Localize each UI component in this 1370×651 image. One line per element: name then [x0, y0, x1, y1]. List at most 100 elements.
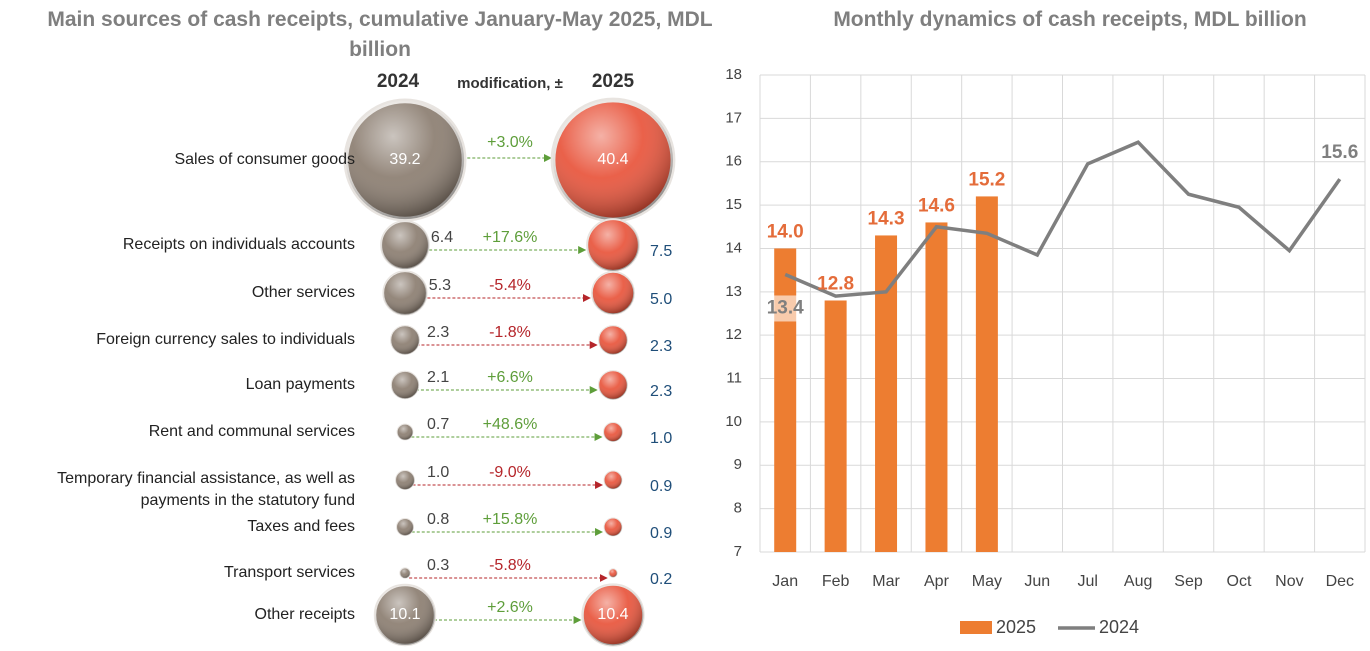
category-label: Other services [251, 284, 355, 301]
bubble-shine [381, 221, 429, 269]
x-tick-label: Jul [1077, 573, 1097, 590]
data-label: 15.2 [968, 169, 1005, 190]
x-tick-label: Dec [1326, 573, 1354, 590]
value-label: 2.3 [650, 338, 672, 355]
value-label: 40.4 [597, 151, 628, 168]
right-title: Monthly dynamics of cash receipts, MDL b… [833, 8, 1307, 31]
legend-label: 2025 [996, 617, 1036, 637]
bubble-shine [397, 424, 413, 440]
value-label: 0.9 [650, 478, 672, 495]
y-tick-label: 14 [725, 239, 742, 256]
category-label: Foreign currency sales to individuals [96, 331, 355, 348]
value-label: 5.0 [650, 291, 672, 308]
value-label: 0.8 [427, 511, 449, 528]
y-tick-label: 13 [725, 283, 742, 300]
category-label: Receipts on individuals accounts [122, 236, 355, 253]
bubble-shine [604, 518, 622, 536]
value-label: 39.2 [389, 151, 420, 168]
category-label: Sales of consumer goods [174, 151, 355, 168]
change-label: +17.6% [483, 229, 538, 246]
legend-label: 2024 [1099, 617, 1139, 637]
header-change: modification, ± [457, 75, 563, 92]
value-label: 0.2 [650, 571, 672, 588]
x-tick-label: Jun [1024, 573, 1050, 590]
data-label: 14.0 [767, 221, 804, 242]
bubble-shine [390, 325, 420, 355]
value-label: 5.3 [429, 277, 451, 294]
bar [925, 222, 948, 552]
x-tick-label: Jan [772, 573, 798, 590]
y-tick-label: 12 [725, 326, 742, 343]
y-tick-label: 7 [734, 543, 742, 560]
label-box [763, 295, 808, 322]
category-label: Transport services [224, 564, 355, 581]
change-label: +48.6% [483, 416, 538, 433]
data-label: 12.8 [817, 274, 854, 295]
value-label: 2.3 [650, 383, 672, 400]
change-label: -5.4% [489, 277, 531, 294]
value-label: 2.3 [427, 324, 449, 341]
value-label: 0.3 [427, 557, 449, 574]
category-label: Temporary financial assistance, as well … [57, 470, 355, 509]
data-label: 13.4 [767, 297, 804, 318]
value-label: 7.5 [650, 243, 672, 260]
y-tick-label: 18 [725, 66, 742, 83]
y-tick-label: 15 [725, 196, 742, 213]
y-tick-label: 10 [725, 413, 742, 430]
bubble-shine [399, 567, 411, 579]
data-label: 14.6 [918, 195, 955, 216]
bubble-shine [591, 271, 635, 315]
change-label: +3.0% [487, 134, 533, 151]
bubble-shine [598, 325, 628, 355]
x-tick-label: Sep [1174, 573, 1203, 590]
change-label: -1.8% [489, 324, 531, 341]
bubble-shine [383, 271, 427, 315]
bubble-shine [345, 100, 465, 220]
legend-swatch [960, 621, 992, 634]
bubble-shine [587, 219, 639, 271]
y-tick-label: 8 [734, 500, 742, 517]
bar [875, 235, 898, 553]
y-tick-label: 11 [726, 370, 742, 387]
header-2025: 2025 [592, 71, 635, 92]
x-tick-label: Nov [1275, 573, 1303, 590]
bubble-shine [395, 470, 415, 490]
bubble-shine [553, 100, 673, 220]
x-tick-label: May [972, 573, 1002, 590]
bubble-shine [396, 518, 414, 536]
y-tick-label: 16 [725, 153, 742, 170]
left-title: Main sources of cash receipts, cumulativ… [47, 8, 713, 61]
bubble-shine [598, 370, 628, 400]
y-tick-label: 17 [725, 109, 742, 126]
bar [975, 196, 998, 552]
change-label: -9.0% [489, 464, 531, 481]
x-tick-label: Apr [924, 573, 950, 590]
x-tick-label: Feb [822, 573, 850, 590]
y-tick-label: 9 [734, 456, 742, 473]
bubble-shine [375, 585, 435, 645]
value-label: 10.1 [389, 606, 420, 623]
value-label: 1.0 [427, 464, 449, 481]
bar [774, 248, 797, 553]
bubble-shine [391, 371, 419, 399]
category-label: Loan payments [245, 376, 355, 393]
line [784, 140, 1342, 298]
value-label: 10.4 [597, 606, 628, 623]
bubble-shine [603, 422, 623, 442]
value-label: 6.4 [431, 229, 453, 246]
category-label: Rent and communal services [148, 423, 355, 440]
change-label: +2.6% [487, 599, 533, 616]
bubble-shine [608, 568, 618, 578]
bubble-shine [604, 471, 622, 489]
x-tick-label: Mar [872, 573, 900, 590]
x-tick-label: Oct [1227, 573, 1252, 590]
bar [824, 300, 847, 552]
value-label: 1.0 [650, 430, 672, 447]
header-2024: 2024 [377, 71, 420, 92]
x-tick-label: Aug [1124, 573, 1152, 590]
data-label: 14.3 [868, 208, 905, 229]
change-label: -5.8% [489, 557, 531, 574]
category-label: Other receipts [254, 606, 355, 623]
bubble-shine [582, 584, 644, 646]
